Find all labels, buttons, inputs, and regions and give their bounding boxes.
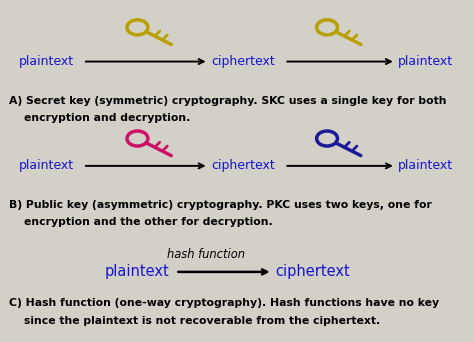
Text: plaintext: plaintext — [104, 264, 169, 279]
Text: ciphertext: ciphertext — [211, 159, 274, 172]
Text: plaintext: plaintext — [19, 159, 74, 172]
Text: plaintext: plaintext — [398, 55, 453, 68]
Text: hash function: hash function — [167, 248, 245, 261]
Text: plaintext: plaintext — [398, 159, 453, 172]
Text: A) Secret key (symmetric) cryptography. SKC uses a single key for both: A) Secret key (symmetric) cryptography. … — [9, 96, 447, 106]
Text: plaintext: plaintext — [19, 55, 74, 68]
Text: ciphertext: ciphertext — [211, 55, 274, 68]
Text: since the plaintext is not recoverable from the ciphertext.: since the plaintext is not recoverable f… — [9, 316, 381, 327]
Text: encryption and the other for decryption.: encryption and the other for decryption. — [9, 217, 273, 227]
Text: C) Hash function (one-way cryptography). Hash functions have no key: C) Hash function (one-way cryptography).… — [9, 298, 439, 308]
Text: encryption and decryption.: encryption and decryption. — [9, 113, 191, 123]
Text: ciphertext: ciphertext — [275, 264, 350, 279]
Text: B) Public key (asymmetric) cryptography. PKC uses two keys, one for: B) Public key (asymmetric) cryptography.… — [9, 200, 432, 210]
